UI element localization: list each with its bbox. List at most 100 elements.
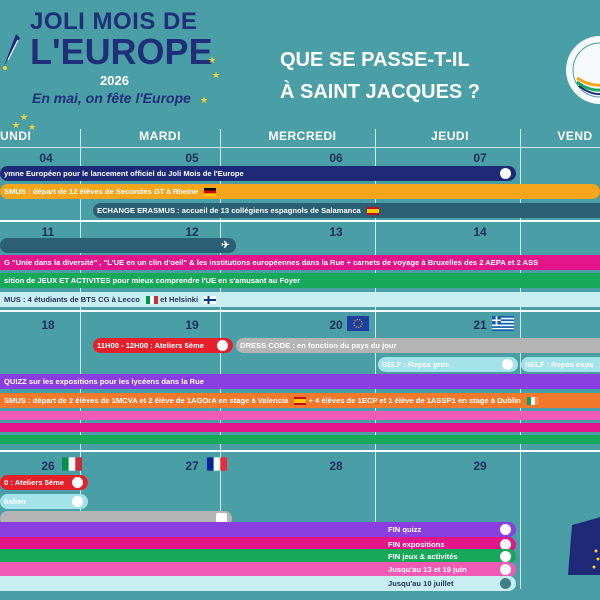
date-label: 26 xyxy=(41,459,55,473)
date-label: 19 xyxy=(185,318,199,332)
event-label: SELF : Repas espa xyxy=(525,360,594,369)
shirt-icon xyxy=(216,513,227,524)
event-erasmus-valencia[interactable]: SMUS : départ de 2 élèves de 1MCVA et 2 … xyxy=(0,393,600,408)
question-line1: QUE SE PASSE-T-IL xyxy=(280,49,470,71)
calendar-icon xyxy=(500,564,511,575)
flag-greece-icon xyxy=(492,316,514,331)
logo-tagline: En mai, on fête l'Europe xyxy=(32,90,191,106)
event-label: 0 : Ateliers 5ème xyxy=(4,478,65,487)
bell-icon xyxy=(500,168,511,179)
grid-line xyxy=(520,129,521,589)
date-label: 07 xyxy=(473,151,487,165)
date-label: 06 xyxy=(329,151,343,165)
event-jusqu-juillet[interactable]: Jusqu'au 10 juillet xyxy=(0,576,516,591)
expo-icon xyxy=(500,539,511,550)
date-label: 14 xyxy=(473,225,487,239)
quiz-icon xyxy=(500,524,511,535)
star-icon: ★ xyxy=(200,95,209,105)
event-erasmus-rheine[interactable]: SMUS : départ de 12 élèves de Secondes G… xyxy=(0,184,600,199)
flag-spain-icon xyxy=(366,207,379,215)
flag-eu-icon xyxy=(347,316,369,331)
event-label: Jusqu'au 13 et 19 juin xyxy=(388,565,467,574)
flag-italy-icon xyxy=(146,296,158,304)
logo-line1: JOLI MOIS DE xyxy=(30,8,198,35)
event-label: SELF : Repas grec xyxy=(382,360,450,369)
event-ateliers-5eme[interactable]: 11H00 - 12H00 : Ateliers 5ème xyxy=(93,338,233,353)
flag-spain-icon xyxy=(294,397,307,405)
event-label: sition de JEUX ET ACTIVITES pour mieux c… xyxy=(4,276,301,285)
chef-icon xyxy=(72,496,83,507)
event-label: 11H00 - 12H00 : Ateliers 5ème xyxy=(97,341,204,350)
date-label: 21 xyxy=(473,318,487,332)
day-header-friday: VEND xyxy=(557,129,593,143)
event-unie-diversite[interactable]: G "Unie dans la diversité" , "L'UE en un… xyxy=(0,255,600,270)
rocket-icon xyxy=(3,34,20,70)
date-label: 12 xyxy=(185,225,199,239)
star-icon: ★ xyxy=(212,70,221,80)
date-label: 29 xyxy=(473,459,487,473)
event-anthem[interactable]: ymne Européen pour le lancement officiel… xyxy=(0,166,516,181)
event-label: Jusqu'au 10 juillet xyxy=(388,579,454,588)
event-label: FIN quizz xyxy=(388,525,422,534)
event-fin-expositions[interactable]: FIN expositions xyxy=(0,537,516,552)
star-icon: ★ xyxy=(12,120,21,130)
event-plane[interactable]: ✈ xyxy=(0,238,236,253)
event-fin-jeux[interactable]: FIN jeux & activités xyxy=(0,549,516,564)
day-header-monday: UNDI xyxy=(0,129,32,143)
date-label: 05 xyxy=(185,151,199,165)
event-jusqu-juin[interactable]: Jusqu'au 13 et 19 juin xyxy=(0,562,516,577)
event-green-stripe[interactable] xyxy=(0,435,600,444)
logo-line2: L'EUROPE xyxy=(30,31,213,72)
date-label: 20 xyxy=(329,318,343,332)
event-label: ymne Européen pour le lancement officiel… xyxy=(4,169,244,178)
event-label: FIN jeux & activités xyxy=(388,552,458,561)
event-magenta-stripe[interactable] xyxy=(0,423,600,432)
star-icon: ★ xyxy=(28,122,37,132)
event-label: G "Unie dans la diversité" , "L'UE en un… xyxy=(4,258,539,267)
date-label: 13 xyxy=(329,225,343,239)
week-divider xyxy=(0,450,600,452)
grid-line xyxy=(220,129,221,589)
event-self-espagnol[interactable]: SELF : Repas espa xyxy=(521,357,600,372)
event-echange-salamanca[interactable]: ECHANGE ERASMUS : accueil de 13 collégie… xyxy=(93,203,600,218)
event-label: + 4 élèves de 1ECP et 1 élève de 1ASSP1 … xyxy=(308,396,521,405)
event-fin-quizz[interactable]: FIN quizz xyxy=(0,522,516,537)
page-question: QUE SE PASSE-T-IL À SAINT JACQUES ? xyxy=(280,44,480,108)
flag-finland-icon xyxy=(204,296,217,304)
event-quizz[interactable]: QUIZZ sur les expositions pour les lycée… xyxy=(0,374,600,389)
grid-line xyxy=(375,129,376,589)
event-jeux-activites[interactable]: sition de JEUX ET ACTIVITES pour mieux c… xyxy=(0,273,600,288)
grid-line xyxy=(0,147,600,148)
question-line2: À SAINT JACQUES ? xyxy=(280,81,481,103)
day-header-wednesday: MERCREDI xyxy=(268,129,337,143)
event-dress-code[interactable]: DRESS CODE : en fonction du pays du jour xyxy=(236,338,600,353)
chef-icon xyxy=(502,359,513,370)
logo-year: 2026 xyxy=(100,73,129,88)
event-ateliers-5eme-2[interactable]: 0 : Ateliers 5ème xyxy=(0,475,88,490)
robot-icon xyxy=(72,477,83,488)
event-label: MUS : 4 étudiants de BTS CG à Lecco xyxy=(4,295,140,304)
date-label: 28 xyxy=(329,459,343,473)
event-label: QUIZZ sur les expositions pour les lycée… xyxy=(4,377,205,386)
grid-line xyxy=(80,129,81,589)
date-label: 27 xyxy=(185,459,199,473)
flag-italy-icon xyxy=(62,457,82,471)
date-label: 04 xyxy=(39,151,53,165)
event-label: SMUS : départ de 2 élèves de 1MCVA et 2 … xyxy=(4,396,289,405)
week-divider xyxy=(0,310,600,312)
event-self-grec[interactable]: SELF : Repas grec xyxy=(378,357,518,372)
event-italien[interactable]: italien xyxy=(0,494,88,509)
event-label: DRESS CODE : en fonction du pays du jour xyxy=(240,341,397,350)
event-label: FIN expositions xyxy=(388,540,445,549)
event-label: et Helsinki xyxy=(160,295,199,304)
event-bts-lecco[interactable]: MUS : 4 étudiants de BTS CG à Lecco et H… xyxy=(0,292,600,307)
star-icon: ★ xyxy=(20,112,29,122)
dice-icon xyxy=(500,551,511,562)
calendar-icon xyxy=(500,578,511,589)
logo-title: JOLI MOIS DE L'EUROPE xyxy=(30,10,213,70)
robot-icon xyxy=(217,340,228,351)
eu-flag-decoration xyxy=(568,517,600,575)
event-label: italien xyxy=(4,497,26,506)
event-label: ECHANGE ERASMUS : accueil de 13 collégie… xyxy=(97,206,361,215)
event-pink-stripe[interactable] xyxy=(0,411,600,420)
